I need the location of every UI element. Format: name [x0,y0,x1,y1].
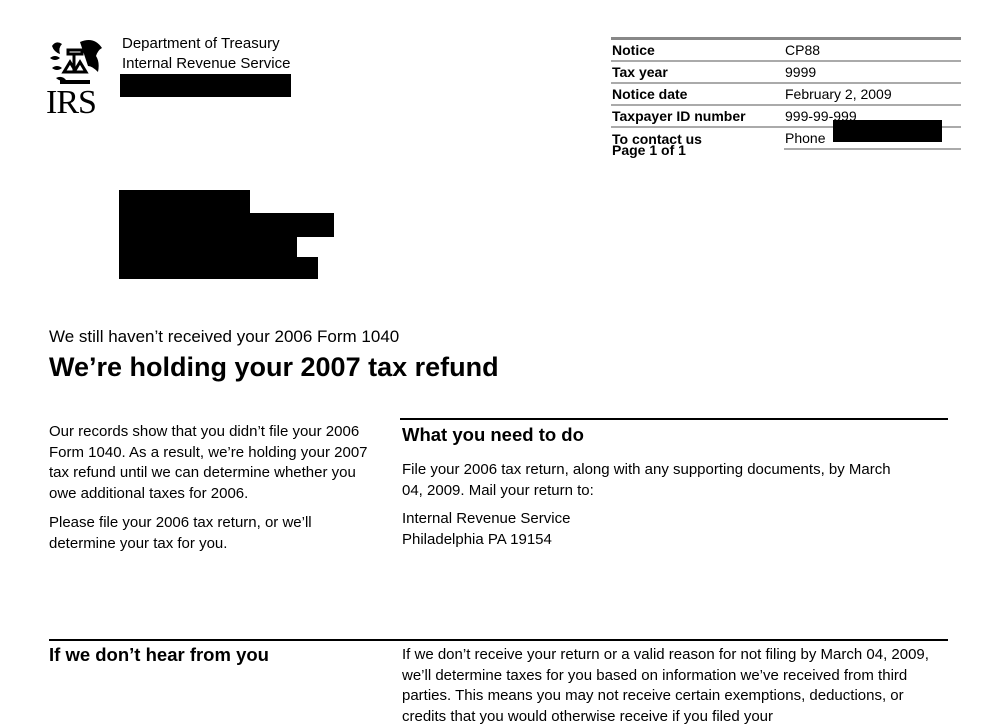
section-divider [49,639,948,641]
if-no-hear-text: If we don’t receive your return or a val… [402,646,929,725]
agency-block: Department of Treasury Internal Revenue … [122,34,290,74]
intro-paragraph: Our records show that you didn’t file yo… [49,423,368,502]
redacted-block [120,74,291,97]
table-row: Taxpayer ID number 999-99-999 [611,105,961,128]
if-no-hear-heading: If we don’t hear from you [49,644,269,665]
agency-line1: Department of Treasury [122,35,280,52]
redacted-address [119,213,334,237]
redacted-address [119,237,297,257]
intro-paragraph-2: Please file your 2006 tax return, or we’… [49,514,312,552]
redacted-address [119,190,250,213]
mailing-address: Internal Revenue Service Philadelphia PA… [402,510,571,548]
irs-eagle-logo-icon [50,40,102,84]
section-divider [400,418,948,420]
table-row: Tax year 9999 [611,61,961,84]
what-to-do-heading: What you need to do [402,424,584,445]
what-to-do-text: File your 2006 tax return, along with an… [402,461,891,499]
notice-info-table: Notice CP88 Tax year 9999 Notice date Febru… [611,37,961,150]
agency-line2: Internal Revenue Service [122,55,291,72]
page-number: Page 1 of 1 [612,142,686,158]
irs-logo-text: IRS [46,84,97,121]
subtitle: We still haven’t received your 2006 Form… [49,327,400,346]
redacted-address [119,257,318,279]
table-row: Notice date February 2, 2009 [611,83,961,106]
page-title: We’re holding your 2007 tax refund [49,352,499,382]
redacted-phone [833,120,942,142]
table-row: Notice CP88 [611,38,961,62]
